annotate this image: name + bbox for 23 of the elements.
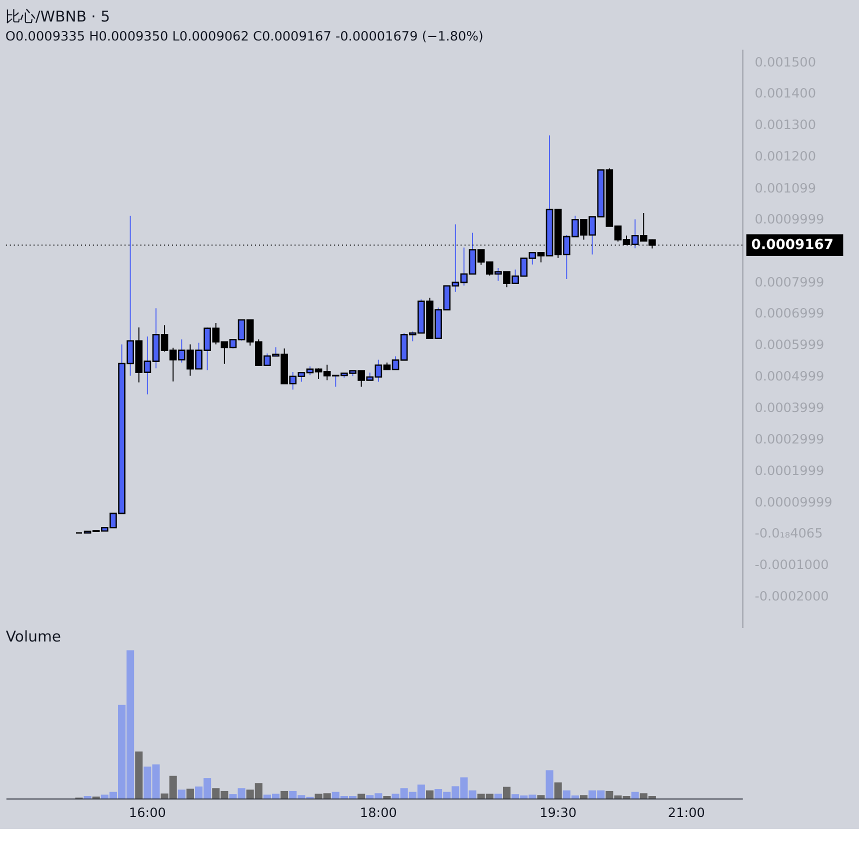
x-tick-label: 16:00 xyxy=(128,806,166,821)
bar xyxy=(494,794,502,799)
chart-subtitle: O0.0009335 H0.0009350 L0.0009062 C0.0009167 -0.00001679 (−1.80%) xyxy=(5,29,484,44)
x-tick-label: 18:00 xyxy=(360,806,397,821)
bar xyxy=(546,770,554,799)
bar xyxy=(280,790,288,799)
bar xyxy=(580,795,588,799)
bar xyxy=(358,794,366,799)
bar xyxy=(178,790,186,799)
bar xyxy=(84,796,92,799)
bar xyxy=(554,782,562,799)
chart-title: 比心/WBNB · 5 xyxy=(5,8,110,26)
bar xyxy=(426,790,434,799)
x-tick-label: 21:00 xyxy=(668,806,705,821)
x-tick-label: 19:30 xyxy=(540,806,577,821)
bar xyxy=(631,792,639,799)
bar xyxy=(135,752,143,799)
bar xyxy=(502,786,511,799)
bar xyxy=(537,795,545,799)
ref-line-label: 0.0009167 xyxy=(751,237,834,254)
bar xyxy=(186,788,194,799)
bar xyxy=(383,796,391,799)
chart-title: Volume xyxy=(6,628,62,646)
